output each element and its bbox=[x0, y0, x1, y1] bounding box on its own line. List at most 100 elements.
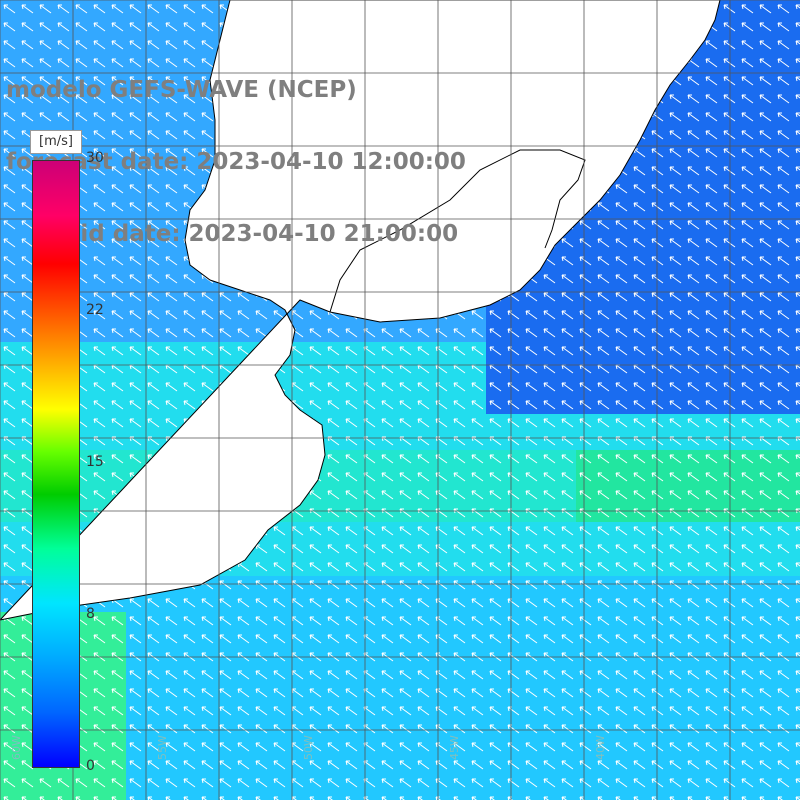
lon-label: 40W bbox=[594, 735, 607, 760]
wind-arrow bbox=[615, 184, 628, 194]
wind-arrow bbox=[183, 58, 196, 68]
wind-arrow bbox=[147, 202, 160, 212]
wind-arrow bbox=[741, 112, 754, 122]
wind-arrow bbox=[777, 130, 790, 140]
wind-arrow bbox=[597, 220, 610, 230]
wind-arrow bbox=[723, 94, 736, 104]
wind-cell bbox=[792, 126, 800, 144]
wind-arrow bbox=[723, 22, 736, 32]
wind-arrow bbox=[147, 40, 160, 50]
wind-arrow bbox=[183, 166, 196, 176]
wind-arrow bbox=[93, 202, 106, 212]
wind-arrow bbox=[165, 76, 178, 86]
wind-cell bbox=[144, 792, 162, 800]
wind-arrow bbox=[633, 184, 646, 194]
wind-arrow bbox=[687, 238, 700, 248]
wind-arrow bbox=[129, 130, 142, 140]
wind-cell bbox=[792, 306, 800, 324]
wind-cell bbox=[792, 180, 800, 198]
wind-arrow bbox=[93, 40, 106, 50]
wind-arrow bbox=[687, 220, 700, 230]
wind-arrow bbox=[687, 94, 700, 104]
wind-cell bbox=[792, 504, 800, 522]
wind-arrow bbox=[111, 112, 124, 122]
wind-arrow bbox=[21, 58, 34, 68]
wind-arrow bbox=[633, 220, 646, 230]
wind-arrow bbox=[39, 76, 52, 86]
wind-arrow bbox=[75, 22, 88, 32]
wind-cell bbox=[288, 792, 306, 800]
wind-arrow bbox=[111, 238, 124, 248]
wind-cell bbox=[792, 144, 800, 162]
wind-arrow bbox=[759, 166, 772, 176]
wind-cell bbox=[360, 792, 378, 800]
wind-arrow bbox=[111, 184, 124, 194]
wind-arrow bbox=[795, 238, 800, 244]
wind-arrow bbox=[165, 22, 178, 32]
wind-arrow bbox=[111, 220, 124, 230]
wind-arrow bbox=[111, 94, 124, 104]
wind-cell bbox=[792, 720, 800, 738]
wind-arrow bbox=[651, 220, 664, 230]
wind-cell bbox=[612, 792, 630, 800]
wind-arrow bbox=[777, 22, 790, 32]
wind-arrow bbox=[75, 94, 88, 104]
wind-cell bbox=[126, 792, 144, 800]
wind-arrow bbox=[651, 184, 664, 194]
wind-cell bbox=[774, 792, 792, 800]
wind-arrow bbox=[201, 4, 214, 14]
wind-arrow bbox=[705, 76, 718, 86]
wind-cell bbox=[792, 396, 800, 414]
wind-arrow bbox=[759, 130, 772, 140]
wind-arrow bbox=[795, 58, 800, 64]
wind-arrow bbox=[579, 220, 592, 230]
wind-arrow bbox=[147, 148, 160, 158]
wind-arrow bbox=[687, 76, 700, 86]
wind-cell bbox=[792, 756, 800, 774]
colorbar bbox=[32, 160, 80, 768]
wind-arrow bbox=[615, 202, 628, 212]
wind-cell bbox=[792, 414, 800, 432]
wind-arrow bbox=[57, 58, 70, 68]
wind-cell bbox=[792, 0, 800, 18]
wind-arrow bbox=[579, 238, 592, 248]
wind-arrow bbox=[75, 76, 88, 86]
wind-cell bbox=[342, 792, 360, 800]
wind-arrow bbox=[795, 148, 800, 154]
wind-arrow bbox=[705, 40, 718, 50]
wind-arrow bbox=[633, 238, 646, 248]
wind-cell bbox=[630, 792, 648, 800]
wind-arrow bbox=[651, 148, 664, 158]
wind-cell bbox=[72, 792, 90, 800]
wind-arrow bbox=[129, 220, 142, 230]
wind-arrow bbox=[723, 220, 736, 230]
wind-arrow bbox=[21, 220, 34, 230]
wind-cell bbox=[738, 792, 756, 800]
wind-arrow bbox=[669, 184, 682, 194]
wind-cell bbox=[792, 216, 800, 234]
wind-arrow bbox=[795, 4, 800, 10]
wind-arrow bbox=[183, 4, 196, 14]
wind-arrow bbox=[93, 4, 106, 14]
wind-arrow bbox=[3, 130, 16, 140]
wind-arrow bbox=[21, 76, 34, 86]
wind-arrow bbox=[129, 202, 142, 212]
wind-cell bbox=[576, 792, 594, 800]
wind-cell bbox=[432, 792, 450, 800]
wind-arrow bbox=[75, 4, 88, 14]
wind-arrow bbox=[21, 94, 34, 104]
wind-arrow bbox=[561, 238, 574, 248]
wind-arrow bbox=[723, 202, 736, 212]
wind-arrow bbox=[93, 148, 106, 158]
wind-arrow bbox=[165, 40, 178, 50]
wind-arrow bbox=[129, 4, 142, 14]
wind-arrow bbox=[597, 238, 610, 248]
wind-arrow bbox=[795, 166, 800, 172]
wind-arrow bbox=[723, 130, 736, 140]
wind-arrow bbox=[759, 22, 772, 32]
wind-arrow bbox=[129, 94, 142, 104]
wind-cell bbox=[36, 792, 54, 800]
wind-cell bbox=[792, 18, 800, 36]
wind-arrow bbox=[795, 94, 800, 100]
